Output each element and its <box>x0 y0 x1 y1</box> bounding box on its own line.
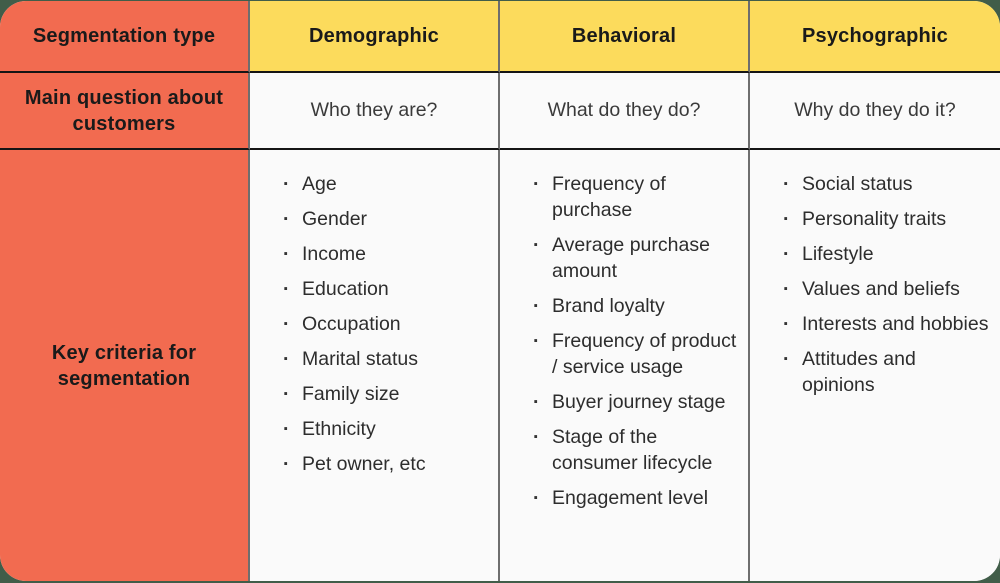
list-item: Personality traits <box>778 206 990 232</box>
column-header-demographic: Demographic <box>250 1 500 73</box>
question-demographic-text: Who they are? <box>310 99 438 121</box>
criteria-psychographic-list: Social status Personality traits Lifestyle… <box>778 171 990 398</box>
criteria-behavioral-cell: Frequency of purchase Average purchase am… <box>500 150 750 581</box>
row-header-key-criteria: Key criteria for segmentation <box>0 150 250 581</box>
criteria-psychographic-cell: Social status Personality traits Lifestyle… <box>750 150 1000 581</box>
behavioral-header-label: Behavioral <box>571 25 677 47</box>
question-demographic: Who they are? <box>250 73 500 150</box>
list-item: Frequency of product / service usage <box>528 328 738 380</box>
list-item: Engagement level <box>528 485 738 511</box>
question-behavioral-text: What do they do? <box>547 99 701 121</box>
criteria-demographic-cell: Age Gender Income Education Occupation Marita… <box>250 150 500 581</box>
list-item: Lifestyle <box>778 241 990 267</box>
list-item: Marital status <box>278 346 488 372</box>
list-item: Pet owner, etc <box>278 451 488 477</box>
list-item: Income <box>278 241 488 267</box>
main-question-label: Main question about customers <box>24 86 224 135</box>
list-item: Attitudes and opinions <box>778 346 990 398</box>
list-item: Brand loyalty <box>528 293 738 319</box>
list-item: Buyer journey stage <box>528 389 738 415</box>
list-item: Frequency of purchase <box>528 171 738 223</box>
column-header-behavioral: Behavioral <box>500 1 750 73</box>
key-criteria-label: Key criteria for segmentation <box>51 341 197 390</box>
psychographic-header-label: Psychographic <box>802 25 948 47</box>
list-item: Age <box>278 171 488 197</box>
list-item: Values and beliefs <box>778 276 990 302</box>
list-item: Education <box>278 276 488 302</box>
question-behavioral: What do they do? <box>500 73 750 150</box>
row-header-main-question: Main question about customers <box>0 73 250 150</box>
list-item: Ethnicity <box>278 416 488 442</box>
question-psychographic: Why do they do it? <box>750 73 1000 150</box>
list-item: Family size <box>278 381 488 407</box>
column-header-psychographic: Psychographic <box>750 1 1000 73</box>
list-item: Gender <box>278 206 488 232</box>
row-header-segmentation-type: Segmentation type <box>0 1 250 73</box>
list-item: Occupation <box>278 311 488 337</box>
list-item: Stage of the consumer lifecycle <box>528 424 738 476</box>
criteria-demographic-list: Age Gender Income Education Occupation Marita… <box>278 171 488 477</box>
segmentation-type-label: Segmentation type <box>32 25 216 47</box>
list-item: Social status <box>778 171 990 197</box>
list-item: Interests and hobbies <box>778 311 990 337</box>
criteria-behavioral-list: Frequency of purchase Average purchase am… <box>528 171 738 511</box>
demographic-header-label: Demographic <box>308 25 439 47</box>
question-psychographic-text: Why do they do it? <box>794 99 956 121</box>
list-item: Average purchase amount <box>528 232 738 284</box>
